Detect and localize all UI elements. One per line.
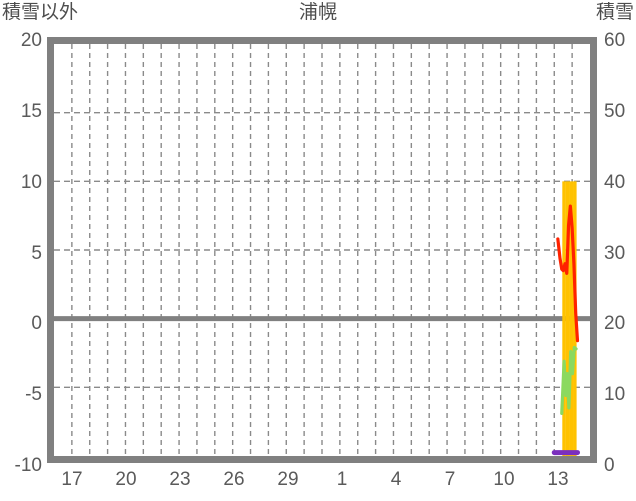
y-tick-right-2: 40	[604, 172, 626, 193]
x-tick-6: 4	[390, 469, 402, 490]
x-tick-5: 1	[336, 469, 348, 490]
x-tick-3: 26	[223, 469, 245, 490]
y-tick-left-2: 10	[20, 172, 42, 193]
y-tick-right-6: 0	[604, 455, 615, 476]
x-tick-7: 7	[444, 469, 456, 490]
right-axis-title: 積雪	[595, 2, 634, 23]
left-axis-title: 積雪以外	[2, 2, 79, 23]
x-tick-4: 29	[277, 469, 299, 490]
chart-title: 浦幌	[298, 2, 337, 23]
x-tick-0: 17	[61, 469, 83, 490]
y-tick-right-5: 10	[604, 384, 626, 405]
x-tick-8: 10	[493, 469, 515, 490]
y-tick-left-5: -5	[25, 384, 42, 405]
gridlines	[54, 44, 590, 456]
y-tick-right-0: 60	[604, 30, 626, 51]
y-tick-left-3: 5	[31, 243, 42, 264]
y-tick-right-1: 50	[604, 101, 626, 122]
x-tick-2: 23	[169, 469, 191, 490]
x-tick-1: 20	[115, 469, 137, 490]
y-tick-left-1: 15	[20, 101, 42, 122]
x-tick-9: 13	[547, 469, 569, 490]
data-series	[551, 181, 580, 456]
y-tick-left-0: 20	[20, 30, 42, 51]
y-tick-left-4: 0	[31, 313, 42, 334]
y-tick-right-3: 30	[604, 243, 626, 264]
y-tick-right-4: 20	[604, 313, 626, 334]
y-tick-left-6: -10	[14, 455, 42, 476]
plot-area	[54, 44, 590, 456]
